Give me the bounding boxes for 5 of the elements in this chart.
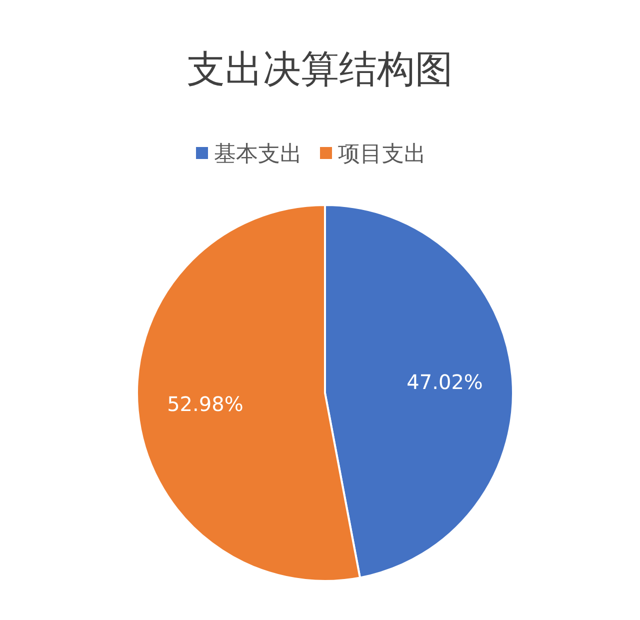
data-label: 47.02% xyxy=(406,370,483,394)
legend-label: 基本支出 xyxy=(214,142,302,167)
legend-label: 项目支出 xyxy=(338,142,426,167)
chart-title: 支出决算结构图 xyxy=(187,47,453,91)
data-label: 52.98% xyxy=(167,392,244,416)
